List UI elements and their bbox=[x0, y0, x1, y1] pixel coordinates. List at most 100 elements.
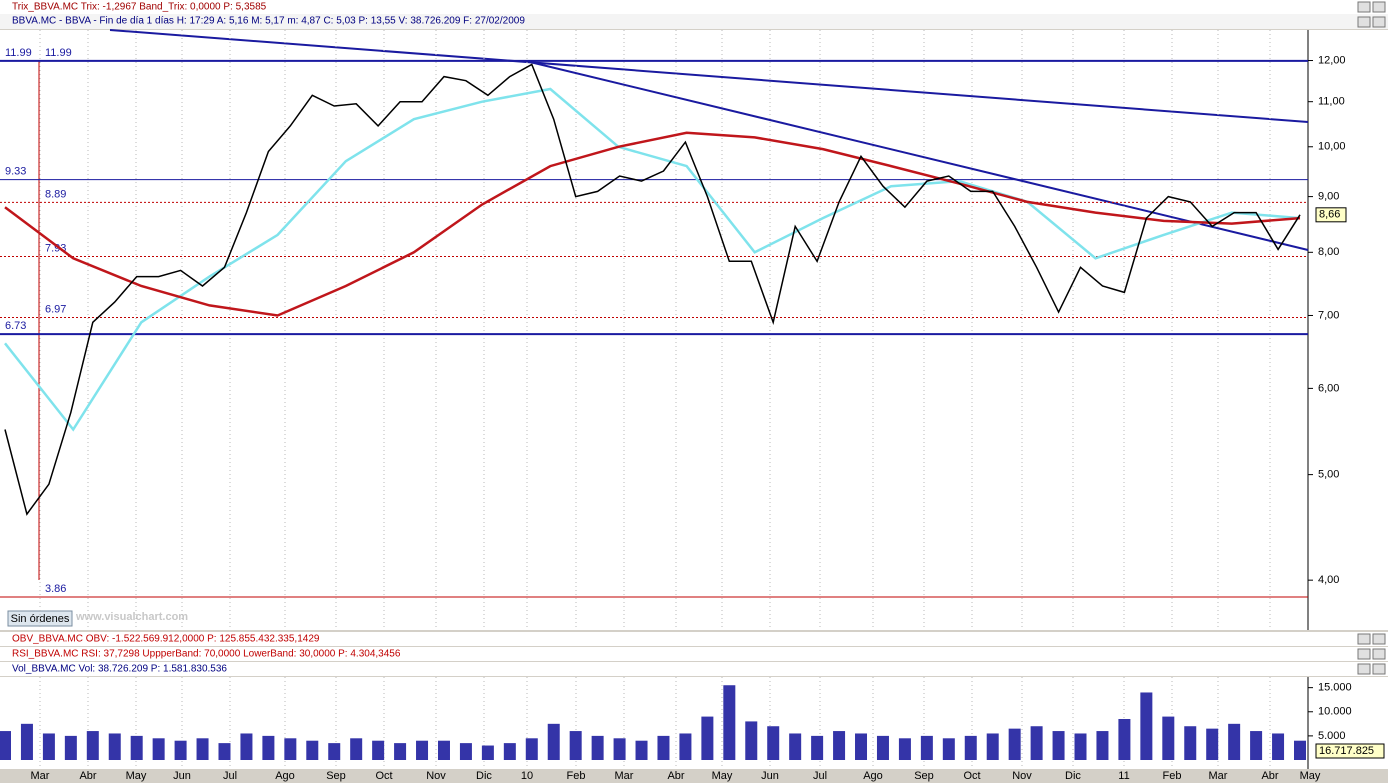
volume-bar bbox=[1008, 728, 1021, 760]
volume-bar bbox=[745, 721, 758, 760]
volume-bar bbox=[42, 733, 55, 760]
volume-bar bbox=[1096, 731, 1109, 760]
header-bar bbox=[0, 14, 1388, 29]
volume-bar bbox=[394, 743, 407, 760]
volume-bar bbox=[547, 723, 560, 760]
y-tick-label: 9,00 bbox=[1318, 191, 1339, 203]
x-tick-label: Oct bbox=[963, 770, 980, 782]
volume-bar bbox=[811, 735, 824, 760]
y-tick-label: 5.000 bbox=[1318, 730, 1346, 742]
volume-bar bbox=[64, 735, 77, 760]
volume-bar bbox=[86, 731, 99, 760]
y-tick-label: 12,00 bbox=[1318, 54, 1346, 66]
volume-bar bbox=[174, 740, 187, 760]
volume-bar bbox=[525, 738, 538, 760]
volume-bar bbox=[1140, 692, 1153, 760]
rsi-header: RSI_BBVA.MC RSI: 37,7298 UppperBand: 70,… bbox=[12, 649, 401, 660]
x-tick-label: Abr bbox=[79, 770, 96, 782]
x-tick-label: 10 bbox=[521, 770, 533, 782]
close-button[interactable] bbox=[1372, 648, 1386, 660]
volume-bar bbox=[350, 738, 363, 760]
volume-bar bbox=[613, 738, 626, 760]
volume-bar bbox=[1030, 726, 1043, 760]
x-tick-label: Feb bbox=[567, 770, 586, 782]
volume-bar bbox=[1162, 716, 1175, 760]
trend-line bbox=[529, 61, 1309, 251]
vol-bar bbox=[0, 662, 1388, 676]
x-tick-label: Sep bbox=[326, 770, 346, 782]
x-tick-label: Jul bbox=[813, 770, 827, 782]
minimize-button[interactable] bbox=[1357, 663, 1371, 675]
volume-bar bbox=[196, 738, 209, 760]
last-price-box bbox=[1315, 207, 1347, 223]
obv-bar bbox=[0, 632, 1388, 646]
y-tick-label: 11,00 bbox=[1318, 96, 1345, 108]
x-tick-label: Ago bbox=[275, 770, 295, 782]
last-volume-box bbox=[1315, 743, 1385, 759]
price-axis bbox=[1308, 30, 1388, 630]
volume-bar bbox=[898, 738, 911, 760]
close-button[interactable] bbox=[1372, 633, 1386, 645]
x-tick-label: Jun bbox=[761, 770, 779, 782]
volume-bar bbox=[503, 743, 516, 760]
y-tick-label: 10.000 bbox=[1318, 706, 1352, 718]
volume-bar bbox=[372, 740, 385, 760]
volume-bar bbox=[855, 733, 868, 760]
volume-bar bbox=[635, 740, 648, 760]
volume-bar bbox=[130, 735, 143, 760]
volume-bar bbox=[657, 735, 670, 760]
level-label: 7.93 bbox=[45, 242, 66, 254]
minimize-button[interactable] bbox=[1357, 1, 1371, 13]
volume-bar bbox=[0, 731, 11, 760]
close-button[interactable] bbox=[1372, 16, 1386, 28]
volume-bar bbox=[1272, 733, 1285, 760]
volume-bar bbox=[942, 738, 955, 760]
volume-bar bbox=[569, 731, 582, 760]
volume-bar bbox=[218, 743, 231, 760]
rsi-bar bbox=[0, 647, 1388, 661]
volume-bar bbox=[328, 743, 341, 760]
trend-line bbox=[109, 29, 1309, 123]
window-buttons bbox=[1357, 1, 1386, 675]
level-label: 8.89 bbox=[45, 188, 66, 200]
volume-bar bbox=[1228, 723, 1241, 760]
x-tick-label: 11 bbox=[1118, 770, 1129, 782]
minimize-button[interactable] bbox=[1357, 648, 1371, 660]
volume-bar bbox=[1294, 740, 1306, 760]
volume-bar bbox=[876, 735, 889, 760]
x-tick-label: May bbox=[126, 770, 147, 782]
watermark: www.visualchart.com bbox=[75, 611, 188, 623]
x-tick-label: Dic bbox=[1065, 770, 1081, 782]
last-price-label: 8,66 bbox=[1319, 209, 1340, 221]
volume-bar bbox=[920, 735, 933, 760]
x-tick-label: May bbox=[1300, 770, 1321, 782]
y-tick-label: 5,00 bbox=[1318, 469, 1339, 481]
x-tick-label: Abr bbox=[1261, 770, 1278, 782]
x-tick-label: Oct bbox=[375, 770, 392, 782]
x-tick-label: Jun bbox=[173, 770, 191, 782]
volume-bar bbox=[789, 733, 802, 760]
close-button[interactable] bbox=[1372, 1, 1386, 13]
level-label: 3.86 bbox=[45, 583, 66, 595]
quote-header: BBVA.MC - BBVA - Fin de día 1 días H: 17… bbox=[12, 16, 525, 27]
close-button[interactable] bbox=[1372, 663, 1386, 675]
volume-bar bbox=[481, 745, 494, 760]
volume-bar bbox=[591, 735, 604, 760]
volume-bar bbox=[1184, 726, 1197, 760]
y-tick-label: 15.000 bbox=[1318, 682, 1352, 694]
volume-bar bbox=[701, 716, 714, 760]
header-bar bbox=[0, 0, 1388, 14]
y-tick-label: 6,00 bbox=[1318, 382, 1339, 394]
minimize-button[interactable] bbox=[1357, 633, 1371, 645]
x-tick-label: Feb bbox=[1163, 770, 1182, 782]
volume-bar bbox=[1074, 733, 1087, 760]
volume-plot bbox=[0, 677, 1308, 769]
volume-bar bbox=[833, 731, 846, 760]
volume-bar bbox=[152, 738, 165, 760]
y-tick-label: 7,00 bbox=[1318, 309, 1339, 321]
x-tick-label: Sep bbox=[914, 770, 934, 782]
minimize-button[interactable] bbox=[1357, 16, 1371, 28]
last-volume-label: 16.717.825 bbox=[1319, 745, 1374, 757]
level-label: 6.73 bbox=[5, 320, 26, 332]
